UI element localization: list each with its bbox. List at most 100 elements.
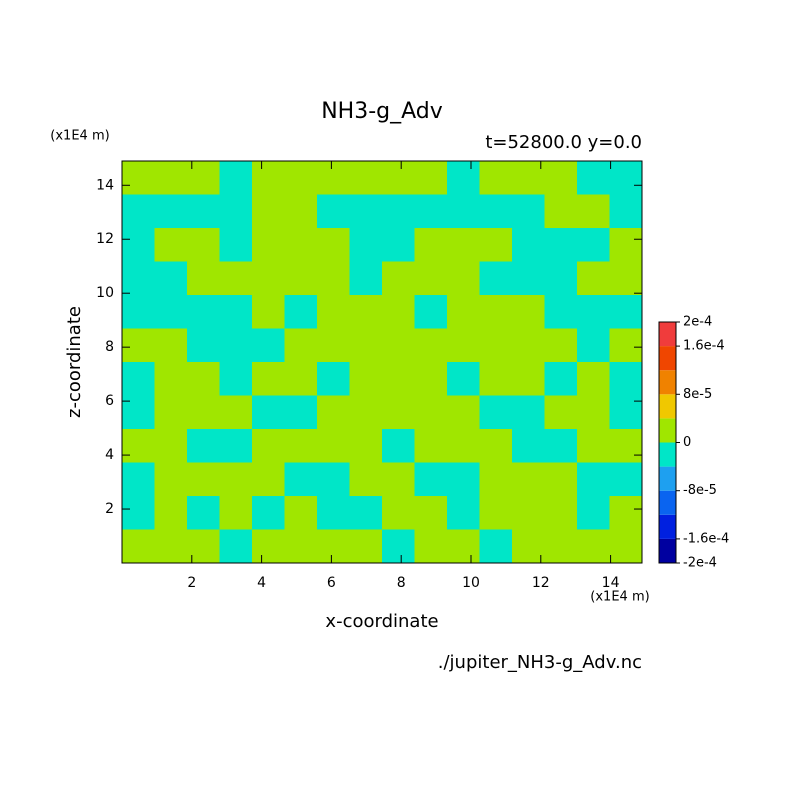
field-cell <box>479 328 513 363</box>
field-cell <box>122 462 155 497</box>
field-cell <box>414 529 448 564</box>
field-cell <box>382 194 415 229</box>
colorbar-band <box>659 394 676 419</box>
field-cell <box>284 328 318 363</box>
field-cell <box>577 194 610 229</box>
field-cell <box>252 462 285 497</box>
field-cell <box>154 496 188 530</box>
field-cell <box>284 295 318 329</box>
x-tick-label: 6 <box>327 575 336 591</box>
chart-subtitle: t=52800.0 y=0.0 <box>485 132 642 153</box>
field-cell <box>577 228 610 262</box>
field-cell <box>447 261 480 296</box>
y-axis-label: z-coordinate <box>64 306 85 418</box>
y-tick-label: 10 <box>96 285 114 301</box>
field-cell <box>187 328 220 363</box>
field-cell <box>349 462 383 497</box>
field-cell <box>349 395 383 430</box>
field-cell <box>187 429 220 463</box>
field-cell <box>252 295 285 329</box>
field-cell <box>414 496 448 530</box>
field-cell <box>577 529 610 564</box>
field-cell <box>544 261 578 296</box>
field-cell <box>219 462 253 497</box>
field-cell <box>577 261 610 296</box>
field-cell <box>414 328 448 363</box>
field-cell <box>447 529 480 564</box>
field-cell <box>122 395 155 430</box>
y-tick-label: 12 <box>96 231 114 247</box>
field-cell <box>252 529 285 564</box>
x-axis-label: x-coordinate <box>325 611 438 632</box>
field-cell <box>154 429 188 463</box>
field-cell <box>414 295 448 329</box>
field-cell <box>252 429 285 463</box>
field-cell <box>479 228 513 262</box>
field-cell <box>479 496 513 530</box>
field-cell <box>317 194 350 229</box>
field-cell <box>512 529 545 564</box>
field-cell <box>349 228 383 262</box>
field-cell <box>447 228 480 262</box>
field-cell <box>284 362 318 396</box>
x-tick-label: 2 <box>187 575 196 591</box>
y-tick-label: 2 <box>105 501 114 517</box>
field-cell <box>317 462 350 497</box>
field-cell <box>382 429 415 463</box>
field-cell <box>154 462 188 497</box>
field-cell <box>219 529 253 564</box>
colorbar-tick-label: 0 <box>683 435 691 450</box>
field-cell <box>187 362 220 396</box>
field-cell <box>284 194 318 229</box>
field-cell <box>577 496 610 530</box>
colorbar-band <box>659 346 676 371</box>
field-cell <box>187 161 220 195</box>
field-cell <box>609 395 643 430</box>
plot-frame <box>121 160 643 564</box>
field-cell <box>349 529 383 564</box>
field-cell <box>414 161 448 195</box>
field-cell <box>187 228 220 262</box>
field-cell <box>122 261 155 296</box>
field-cell <box>284 161 318 195</box>
field-cell <box>382 328 415 363</box>
field-cell <box>382 462 415 497</box>
field-cell <box>349 429 383 463</box>
field-cell <box>284 429 318 463</box>
field-cell <box>512 462 545 497</box>
field-cell <box>512 295 545 329</box>
field-cell <box>544 496 578 530</box>
colorbar-tick-label: -2e-4 <box>683 556 717 571</box>
field-cell <box>187 529 220 564</box>
field-cell <box>284 395 318 430</box>
field-cell <box>187 462 220 497</box>
field-cell <box>317 328 350 363</box>
field-cell <box>317 295 350 329</box>
field-cell <box>447 429 480 463</box>
field-cell <box>154 362 188 396</box>
field-cell <box>317 161 350 195</box>
field-cell <box>609 161 643 195</box>
field-cell <box>609 496 643 530</box>
field-cell <box>219 194 253 229</box>
field-cell <box>187 295 220 329</box>
field-cell <box>479 295 513 329</box>
field-cell <box>382 161 415 195</box>
field-cell <box>284 529 318 564</box>
field-cell <box>414 395 448 430</box>
field-cell <box>479 462 513 497</box>
field-cell <box>447 194 480 229</box>
field-cell <box>414 362 448 396</box>
field-cell <box>382 228 415 262</box>
field-cell <box>447 395 480 430</box>
field-cell <box>479 395 513 430</box>
colorbar-band <box>659 322 676 347</box>
field-cell <box>382 395 415 430</box>
field-cell <box>382 261 415 296</box>
field-cell <box>187 261 220 296</box>
field-cell <box>447 328 480 363</box>
x-tick-label: 14 <box>602 575 620 591</box>
field-cell <box>382 496 415 530</box>
field-cell <box>252 362 285 396</box>
field-cell <box>317 228 350 262</box>
